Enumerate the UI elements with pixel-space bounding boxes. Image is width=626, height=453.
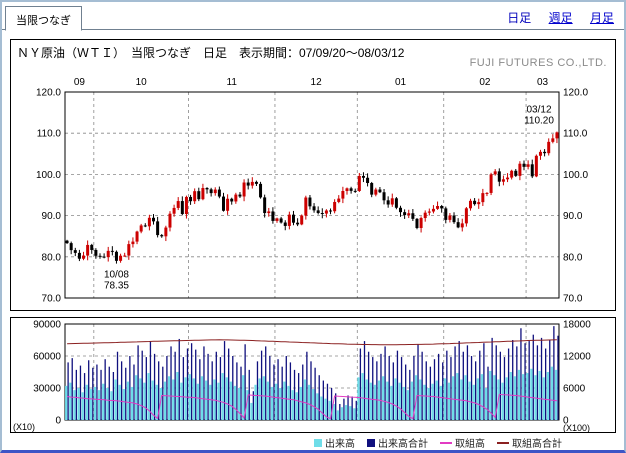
svg-text:6000: 6000	[563, 384, 586, 395]
legend-label: 出来高合計	[378, 439, 428, 450]
svg-text:10/08: 10/08	[104, 270, 129, 281]
price-chart-box: ＮＹ原油（ＷＴＩ） 当限つなぎ 日足 表示期間：07/09/20～08/03/1…	[10, 39, 616, 311]
legend: 出来高 出来高合計 取組高 取組高合計	[2, 435, 620, 450]
volume-total-legend-icon	[367, 438, 375, 447]
svg-text:11: 11	[227, 77, 238, 88]
svg-text:100.0: 100.0	[36, 170, 61, 181]
svg-text:(X10): (X10)	[13, 422, 35, 432]
price-chart: 70.0 70.0 80.0 80.0 90.0 90.0 100.0 100.0 110.0 1…	[36, 77, 588, 305]
svg-text:03: 03	[537, 77, 549, 88]
svg-text:80.0: 80.0	[563, 252, 583, 263]
nav-daily-link[interactable]: 日足	[507, 11, 532, 25]
svg-text:110.0: 110.0	[563, 129, 588, 140]
svg-text:03/12: 03/12	[526, 104, 551, 115]
volume-chart-box: 0 30000 60000 90000 0 6000 12000 18000 (X10) (X10…	[10, 317, 616, 433]
header: 当限つなぎ 日足 週足 月足	[2, 2, 624, 31]
legend-item: 出来高合計	[367, 435, 428, 450]
nav-monthly-link[interactable]: 月足	[589, 11, 614, 25]
svg-text:30000: 30000	[33, 384, 61, 395]
svg-text:100.0: 100.0	[563, 170, 588, 181]
svg-text:78.35: 78.35	[104, 281, 129, 292]
svg-text:(X100): (X100)	[563, 423, 590, 432]
legend-label: 出来高	[325, 439, 355, 450]
svg-text:90.0: 90.0	[42, 211, 62, 222]
svg-text:60000: 60000	[33, 352, 61, 363]
period-nav: 日足 週足 月足	[493, 9, 614, 26]
svg-text:120.0: 120.0	[563, 88, 588, 99]
legend-label: 取組高合計	[512, 439, 562, 450]
svg-text:70.0: 70.0	[42, 294, 62, 305]
legend-label: 取組高	[455, 439, 485, 450]
legend-item: 取組高	[440, 435, 485, 450]
svg-text:12000: 12000	[563, 352, 591, 363]
chart-title: ＮＹ原油（ＷＴＩ） 当限つなぎ 日足 表示期間：07/09/20～08/03/1…	[17, 46, 405, 60]
svg-text:80.0: 80.0	[42, 252, 62, 263]
svg-text:0: 0	[563, 416, 569, 427]
svg-text:10: 10	[136, 77, 148, 88]
open-interest-total-legend-icon	[497, 441, 509, 444]
svg-text:09: 09	[74, 77, 86, 88]
svg-text:12: 12	[311, 77, 323, 88]
legend-item: 取組高合計	[497, 435, 562, 450]
svg-text:18000: 18000	[563, 320, 591, 331]
svg-text:02: 02	[479, 77, 491, 88]
volume-legend-icon	[314, 438, 322, 447]
svg-text:90.0: 90.0	[563, 211, 583, 222]
volume-chart: 0 30000 60000 90000 0 6000 12000 18000 (X10) (X10…	[13, 320, 591, 433]
legend-item: 出来高	[314, 435, 355, 450]
nav-weekly-link[interactable]: 週足	[548, 11, 573, 25]
open-interest-legend-icon	[440, 441, 452, 444]
tab-continuous-contract[interactable]: 当限つなぎ	[5, 6, 82, 31]
svg-text:90000: 90000	[33, 320, 61, 331]
svg-text:70.0: 70.0	[563, 294, 583, 305]
svg-text:01: 01	[395, 77, 407, 88]
svg-text:0: 0	[55, 416, 61, 427]
svg-text:110.20: 110.20	[524, 115, 554, 126]
svg-text:120.0: 120.0	[36, 88, 61, 99]
company-name: FUJI FUTURES CO.,LTD.	[469, 57, 607, 69]
svg-text:110.0: 110.0	[37, 129, 62, 140]
